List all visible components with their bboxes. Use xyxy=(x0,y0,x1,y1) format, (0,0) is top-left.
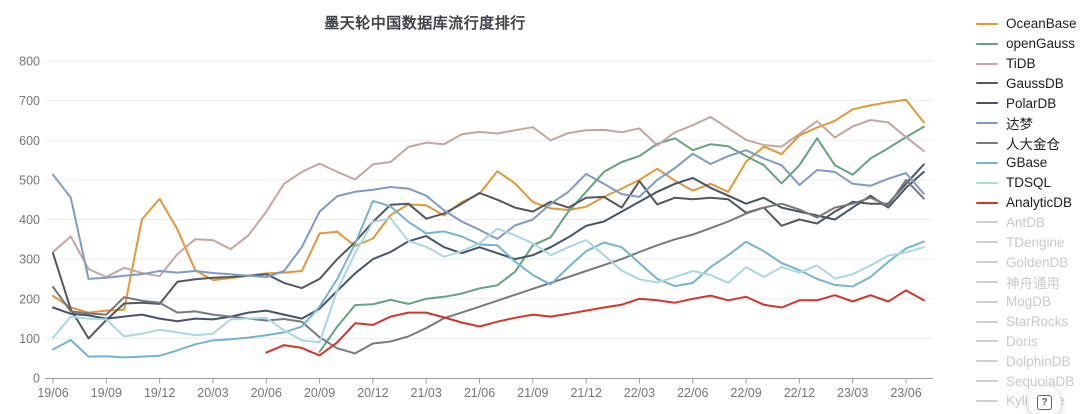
x-tick-label: 20/06 xyxy=(251,386,282,400)
legend-label: 神舟通用 xyxy=(1006,275,1060,291)
x-tick-label: 23/03 xyxy=(837,386,868,400)
series-line-GBase xyxy=(52,199,925,359)
series-line-GaussDB xyxy=(52,163,925,340)
x-tick-label: 20/03 xyxy=(197,386,228,400)
legend-swatch xyxy=(976,141,998,144)
x-tick-label: 20/09 xyxy=(304,386,335,400)
legend-label: OceanBase xyxy=(1006,16,1077,32)
legend-label: DolphinDB xyxy=(1006,353,1071,369)
legend-swatch xyxy=(976,300,998,303)
legend-swatch xyxy=(976,241,998,244)
legend-label: TiDB xyxy=(1006,56,1036,72)
legend-item-StarRocks[interactable]: StarRocks xyxy=(976,312,1080,332)
line-chart-plot: 0 100 200 300 400 500 600 700 800 19/06 19/09 19/12… xyxy=(19,55,933,400)
legend-swatch xyxy=(976,261,998,264)
legend-item-TDSQL[interactable]: TDSQL xyxy=(976,173,1080,193)
series-line-人大金仓 xyxy=(52,178,925,355)
legend-label: SequoiaDB xyxy=(1006,373,1075,389)
legend-label: GaussDB xyxy=(1006,75,1064,91)
chart-title: 墨天轮中国数据库流行度排行 xyxy=(324,15,526,32)
legend-swatch xyxy=(976,360,998,363)
y-tick-label: 500 xyxy=(19,173,40,187)
y-tick-label: 0 xyxy=(33,372,40,386)
series-line-AnalyticDB xyxy=(265,289,925,357)
y-tick-label: 400 xyxy=(19,213,40,227)
legend-item-达梦[interactable]: 达梦 xyxy=(976,113,1080,133)
legend-swatch xyxy=(976,161,998,164)
x-tick-label: 22/12 xyxy=(784,386,815,400)
x-tick-label: 22/03 xyxy=(624,386,655,400)
x-tick-label: 21/03 xyxy=(411,386,442,400)
legend-label: Doris xyxy=(1006,333,1038,349)
legend-item-PolarDB[interactable]: PolarDB xyxy=(976,93,1080,113)
legend-swatch xyxy=(976,280,998,283)
legend-swatch xyxy=(976,181,998,184)
legend-swatch xyxy=(976,122,998,125)
x-tick-label: 19/06 xyxy=(37,386,68,400)
legend-item-GaussDB[interactable]: GaussDB xyxy=(976,74,1080,94)
legend-item-人大金仓[interactable]: 人大金仓 xyxy=(976,133,1080,153)
legend-label: AnalyticDB xyxy=(1006,195,1073,211)
legend-label: PolarDB xyxy=(1006,95,1057,111)
legend-label: MogDB xyxy=(1006,294,1052,310)
legend-swatch xyxy=(976,380,998,383)
legend-swatch xyxy=(976,201,998,204)
legend-item-GBase[interactable]: GBase xyxy=(976,153,1080,173)
y-tick-label: 200 xyxy=(19,292,40,306)
legend-label: TDengine xyxy=(1006,234,1065,250)
legend-item-TDengine[interactable]: TDengine xyxy=(976,232,1080,252)
x-tick-label: 22/09 xyxy=(730,386,761,400)
legend-swatch xyxy=(976,62,998,65)
x-tick-label: 19/09 xyxy=(91,386,122,400)
legend-item-Doris[interactable]: Doris xyxy=(976,332,1080,352)
series-line-openGauss xyxy=(318,125,925,353)
legend-swatch xyxy=(976,42,998,45)
help-button[interactable]: ? xyxy=(1028,386,1061,414)
legend-label: StarRocks xyxy=(1006,314,1069,330)
x-tick-label: 21/09 xyxy=(517,386,548,400)
legend-item-SequoiaDB[interactable]: SequoiaDB xyxy=(976,371,1080,391)
series-line-TDSQL xyxy=(52,217,925,344)
y-tick-label: 800 xyxy=(19,55,40,69)
y-tick-label: 300 xyxy=(19,253,40,267)
legend-item-GoldenDB[interactable]: GoldenDB xyxy=(976,252,1080,272)
legend-swatch xyxy=(976,102,998,105)
x-tick-label: 20/12 xyxy=(357,386,388,400)
y-tick-label: 100 xyxy=(19,332,40,346)
series-line-PolarDB xyxy=(52,170,925,323)
legend-label: GBase xyxy=(1006,155,1048,171)
legend-swatch xyxy=(976,320,998,323)
legend-swatch xyxy=(976,399,998,402)
legend-item-openGauss[interactable]: openGauss xyxy=(976,34,1080,54)
legend-label: TDSQL xyxy=(1006,175,1052,191)
legend-swatch xyxy=(976,340,998,343)
question-mark-icon: ? xyxy=(1037,395,1052,410)
legend-item-DolphinDB[interactable]: DolphinDB xyxy=(976,351,1080,371)
legend-label: 人大金仓 xyxy=(1006,136,1060,152)
chart-legend: OceanBase openGauss TiDB GaussDB PolarDB 达梦人大… xyxy=(976,14,1080,411)
legend-item-AntDB[interactable]: AntDB xyxy=(976,212,1080,232)
y-tick-label: 700 xyxy=(19,94,40,108)
x-tick-label: 19/12 xyxy=(144,386,175,400)
series-line-TiDB xyxy=(52,115,925,278)
legend-item-神舟通用[interactable]: 神舟通用 xyxy=(976,272,1080,292)
x-tick-label: 22/06 xyxy=(677,386,708,400)
legend-label: openGauss xyxy=(1006,36,1076,52)
legend-swatch xyxy=(976,221,998,224)
legend-label: GoldenDB xyxy=(1006,254,1069,270)
legend-item-AnalyticDB[interactable]: AnalyticDB xyxy=(976,193,1080,213)
legend-swatch xyxy=(976,82,998,85)
x-tick-label: 23/06 xyxy=(890,386,921,400)
legend-item-TiDB[interactable]: TiDB xyxy=(976,54,1080,74)
legend-swatch xyxy=(976,22,998,25)
legend-label: 达梦 xyxy=(1006,117,1033,133)
legend-item-MogDB[interactable]: MogDB xyxy=(976,292,1080,312)
x-tick-label: 21/06 xyxy=(464,386,495,400)
x-tick-label: 21/12 xyxy=(570,386,601,400)
y-tick-label: 600 xyxy=(19,134,40,148)
legend-label: AntDB xyxy=(1006,214,1046,230)
legend-item-OceanBase[interactable]: OceanBase xyxy=(976,14,1080,34)
series-line-达梦 xyxy=(52,149,925,280)
